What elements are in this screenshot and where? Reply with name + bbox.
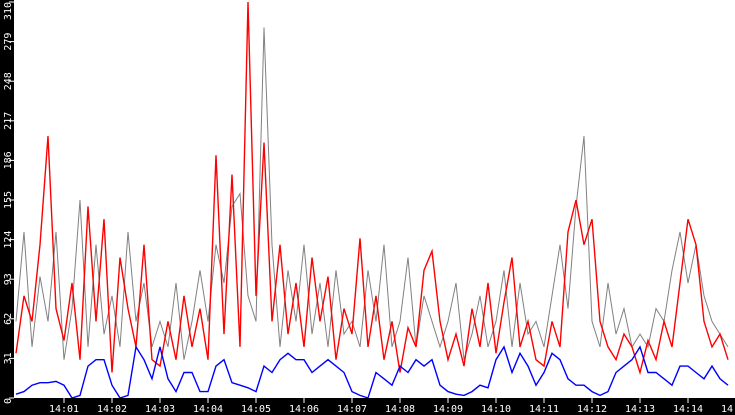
series-line-1 xyxy=(15,1,729,376)
series-line-0 xyxy=(15,27,729,360)
y-tick-label: 155 xyxy=(3,191,14,209)
series-layer xyxy=(15,1,729,399)
x-tick-label: 14:04 xyxy=(193,404,223,415)
axis-layer: 0 31 62 93 124 155 186 217 248 279 310 14:01 14:02 14… xyxy=(3,1,735,415)
x-tick-label: 14:02 xyxy=(97,404,127,415)
x-tick-label: 14:07 xyxy=(337,404,367,415)
x-tick-label: 14:13 xyxy=(625,404,655,415)
x-tick-label: 14:10 xyxy=(481,404,511,415)
x-tick-label: 14:15 xyxy=(721,404,735,415)
y-tick-label: 62 xyxy=(3,313,14,325)
x-tick-label: 14:01 xyxy=(49,404,79,415)
y-tick-label: 186 xyxy=(3,151,14,169)
y-tick-label: 279 xyxy=(3,33,14,51)
x-tick-label: 14:06 xyxy=(289,404,319,415)
y-tick-label: 124 xyxy=(3,231,14,249)
x-tick-label: 14:12 xyxy=(577,404,607,415)
y-tick-label: 248 xyxy=(3,72,14,90)
y-tick-label: 0 xyxy=(3,398,14,404)
x-tick-label: 14:08 xyxy=(385,404,415,415)
plot-area xyxy=(14,0,735,398)
x-axis-strip xyxy=(0,398,735,415)
x-tick-label: 14:14 xyxy=(673,404,703,415)
series-line-2 xyxy=(15,344,729,399)
y-tick-label: 310 xyxy=(3,2,14,20)
x-tick-label: 14:05 xyxy=(241,404,271,415)
x-tick-label: 14:03 xyxy=(145,404,175,415)
y-tick-label: 93 xyxy=(3,273,14,285)
y-tick-label: 217 xyxy=(3,112,14,130)
x-tick-label: 14:09 xyxy=(433,404,463,415)
x-tick-label: 14:11 xyxy=(529,404,559,415)
y-tick-label: 31 xyxy=(3,352,14,364)
y-axis-strip xyxy=(0,0,14,415)
